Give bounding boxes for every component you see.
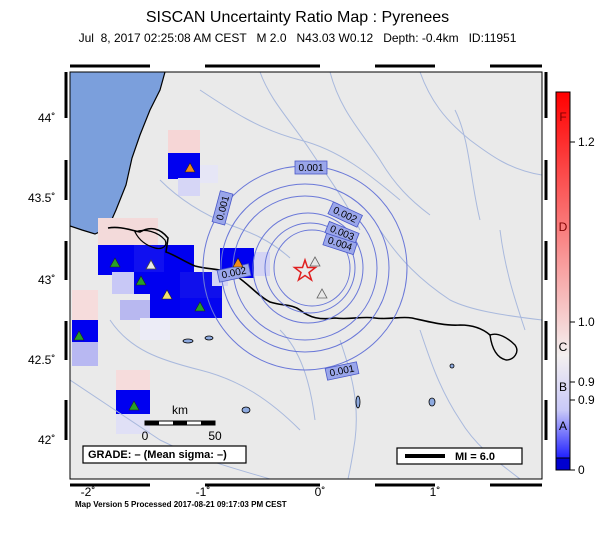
colorbar-value: 1.0	[578, 315, 595, 329]
map-title: SISCAN Uncertainty Ratio Map : Pyrenees	[145, 9, 450, 26]
mi-legend-text: MI = 6.0	[455, 451, 495, 463]
lat-tick: 42˚	[38, 433, 55, 447]
station-marker	[316, 288, 328, 299]
colorbar-letter: A	[559, 419, 567, 433]
colorbar-gradient	[555, 91, 571, 459]
lat-tick: 42.5˚	[28, 353, 55, 367]
coastline	[107, 72, 166, 229]
lat-tick: 43.5˚	[28, 191, 55, 205]
stations	[73, 162, 328, 411]
colorbar-value: 0	[578, 463, 585, 477]
lon-tick: 1˚	[430, 485, 441, 499]
station-marker	[73, 330, 85, 341]
processing-footer: Map Version 5 Processed 2017-08-21 09:17…	[75, 500, 287, 509]
event-subtitle: Jul 8, 2017 02:25:08 AM CEST M 2.0 N43.0…	[78, 31, 517, 45]
map-frame	[69, 71, 543, 480]
station-marker	[161, 289, 173, 300]
colorbar-letter: C	[559, 340, 568, 354]
station-marker	[145, 259, 157, 270]
lon-tick: -2˚	[81, 485, 96, 499]
grade-text: GRADE: – (Mean sigma: –)	[88, 449, 227, 461]
station-marker	[194, 301, 206, 312]
contour-label: 0.001	[329, 363, 356, 379]
andorra-border	[489, 333, 518, 361]
lat-tick: 43˚	[38, 273, 55, 287]
uncertainty-cells	[72, 130, 270, 434]
station-marker	[135, 275, 147, 286]
scale-max: 50	[208, 429, 222, 443]
epicenter-star	[292, 257, 318, 282]
colorbar-value: 0.9	[578, 375, 595, 389]
scale-min: 0	[142, 429, 149, 443]
frame-ticks	[64, 64, 548, 487]
scale-title: km	[172, 403, 188, 417]
station-marker	[184, 162, 196, 173]
mi-legend-bar	[405, 454, 445, 458]
contour-label: 0.001	[298, 163, 323, 174]
scale-bar: km 0 50	[142, 403, 222, 443]
station-marker	[128, 400, 140, 411]
colorbar-value: 1.2	[578, 135, 595, 149]
colorbar-base	[555, 457, 571, 471]
colorbar-value: 0.9	[578, 393, 595, 407]
grade-box	[82, 445, 247, 464]
colorbar-letter: F	[559, 110, 566, 124]
rivers	[70, 72, 542, 479]
station-marker	[232, 257, 244, 268]
lon-tick: -1˚	[196, 485, 211, 499]
mi-legend-box	[396, 447, 523, 465]
colorbar-letter: D	[559, 220, 568, 234]
lat-tick: 44˚	[38, 111, 55, 125]
colorbar: F D C B A 1.2 1.0 0.9 0.9 0	[555, 91, 595, 477]
lon-tick: 0˚	[315, 485, 326, 499]
station-marker	[109, 257, 121, 268]
contour-label: 0.002	[221, 265, 248, 281]
colorbar-letter: B	[559, 380, 567, 394]
ocean-area	[70, 72, 165, 234]
station-marker	[309, 256, 321, 267]
